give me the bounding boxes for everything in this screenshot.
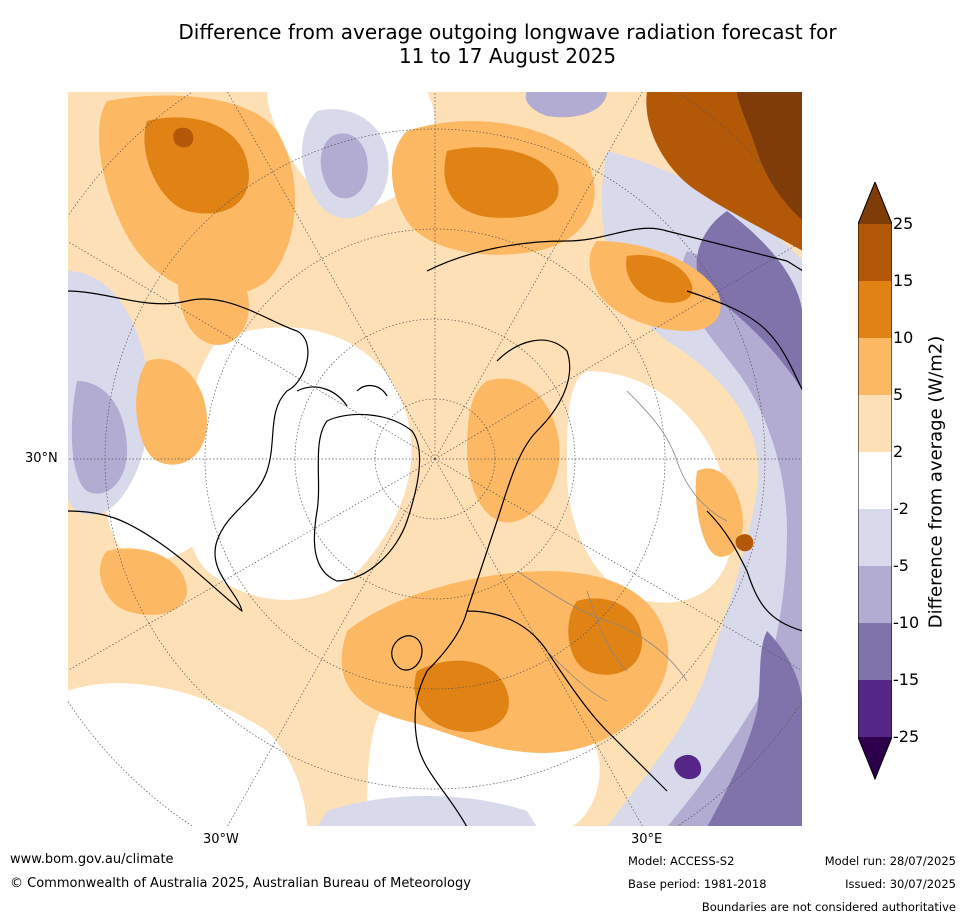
colorbar-segment [858,452,892,509]
lon-label-30w: 30°W [203,832,239,847]
negative-region-southeast [707,631,803,827]
neutral-region-central-asia [567,371,733,603]
positive-region-far-east-core [737,91,803,221]
greenland-outline [313,413,421,582]
footer-base-period: Base period: 1981-2018 [628,877,767,891]
footer-disclaimer: Boundaries are not considered authoritat… [701,900,956,914]
east-asia-coast [686,290,803,632]
colorbar-extend-top [858,182,892,224]
coastlines [67,227,803,827]
title-line-1: Difference from average outgoing longwav… [178,20,837,44]
positive-region-north-pacific-spot [173,127,194,148]
colorbar [858,182,892,781]
colorbar-extend-bottom [858,737,892,779]
colorbar-tick-label: -5 [893,556,909,575]
colorbar-segment [858,224,892,281]
footer-model-run: Model run: 28/07/2025 [824,854,956,868]
footer-model: Model: ACCESS-S2 [628,854,735,868]
colorbar-segment [858,281,892,338]
north-america-coast [67,290,309,612]
positive-region-middle-east [695,468,743,557]
footer-copyright: © Commonwealth of Australia 2025, Austra… [10,876,471,891]
positive-region-arctic-north-core [444,147,559,218]
colorbar-tick-label: 15 [893,271,914,290]
arctic-islands-coast [296,384,388,407]
negative-region-east-strong [696,211,803,391]
colorbar-tick-label: -15 [893,670,920,689]
borders [516,390,728,702]
lat-label-30n: 30°N [25,451,58,466]
colorbar-segment [858,680,892,737]
colorbar-segment [858,623,892,680]
footer-issued: Issued: 30/07/2025 [845,877,956,891]
positive-region-russia-core [568,598,642,675]
colorbar-segment [858,509,892,566]
negative-region-south [317,796,537,827]
neutral-region-pole [181,327,412,600]
positive-region-tropical-atlantic [99,548,187,615]
map-title: Difference from average outgoing longwav… [0,20,965,68]
colorbar-tick-label: 25 [893,214,914,233]
positive-region-atlantic-west [136,359,207,465]
colorbar-tick-label: 10 [893,328,914,347]
colorbar-tick-label: -25 [893,727,920,746]
title-line-2: 11 to 17 August 2025 [398,44,617,68]
colorbar-segment [858,338,892,395]
positive-region-spot-east [735,534,754,552]
british-isles-coast [391,635,423,671]
eurasia-coast [414,227,803,827]
negative-region-west-core [71,381,127,494]
negative-region-spot [674,754,702,780]
positive-region-north-america [177,259,249,345]
graticule [67,91,803,827]
colorbar-tick-label: -2 [893,499,909,518]
negative-region-north-pacific-core [320,133,368,199]
positive-region-siberia-core [626,255,693,303]
colorbar-tick-label: 2 [893,442,904,461]
positive-region-scandinavia [467,378,560,523]
colorbar-tick-label: 5 [893,385,904,404]
lon-label-30e: 30°E [631,832,663,847]
footer-website: www.bom.gov.au/climate [10,852,174,867]
anomaly-map [67,91,803,827]
negative-region-north-east [525,91,607,118]
colorbar-segment [858,566,892,623]
colorbar-label: Difference from average (W/m2) [925,335,947,629]
positive-region-europe-core [414,660,509,732]
colorbar-segment [858,395,892,452]
positive-region-north-pacific-core [144,117,249,214]
colorbar-tick-label: -10 [893,613,920,632]
